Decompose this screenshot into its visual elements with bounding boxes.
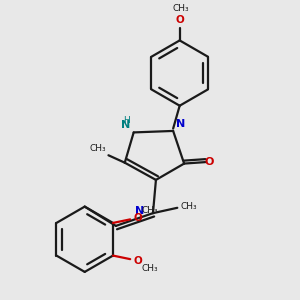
Text: CH₃: CH₃	[180, 202, 197, 211]
Text: CH₃: CH₃	[141, 206, 158, 215]
Text: O: O	[134, 256, 142, 266]
Text: H: H	[123, 116, 130, 125]
Text: CH₃: CH₃	[172, 4, 189, 13]
Text: O: O	[134, 213, 142, 223]
Text: N: N	[176, 118, 185, 129]
Text: N: N	[121, 120, 130, 130]
Text: N: N	[135, 206, 144, 216]
Text: CH₃: CH₃	[89, 145, 106, 154]
Text: O: O	[175, 15, 184, 25]
Text: CH₃: CH₃	[141, 264, 158, 273]
Text: O: O	[205, 157, 214, 167]
